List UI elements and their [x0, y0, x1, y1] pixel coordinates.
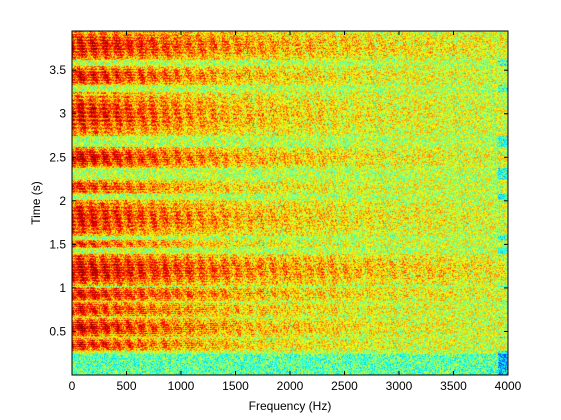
y-tick-label: 3: [59, 107, 66, 121]
y-tick-label: 2: [59, 194, 66, 208]
x-tick-label: 500: [116, 379, 136, 393]
y-axis-ticks: 0.5 1 1.5 2 2.5 3 3.5: [49, 63, 508, 338]
heatmap-canvas: [72, 31, 508, 375]
y-tick-label: 1.5: [49, 237, 66, 251]
x-tick-label: 3000: [386, 379, 413, 393]
x-tick-label: 2000: [277, 379, 304, 393]
y-tick-label: 0.5: [49, 324, 66, 338]
plot-area-container: [72, 31, 508, 375]
x-axis-ticks: 0 500 1000 1500 2000 2500 3000 3500 4000: [69, 31, 522, 393]
x-tick-label: 3500: [440, 379, 467, 393]
x-axis-title: Frequency (Hz): [249, 399, 332, 413]
x-tick-label: 1500: [222, 379, 249, 393]
x-tick-label: 4000: [495, 379, 522, 393]
x-tick-label: 2500: [331, 379, 358, 393]
x-tick-label: 0: [69, 379, 76, 393]
y-tick-label: 3.5: [49, 63, 66, 77]
x-tick-label: 1000: [168, 379, 195, 393]
y-tick-label: 2.5: [49, 150, 66, 164]
y-tick-label: 1: [59, 281, 66, 295]
y-axis-title: Time (s): [29, 181, 43, 225]
